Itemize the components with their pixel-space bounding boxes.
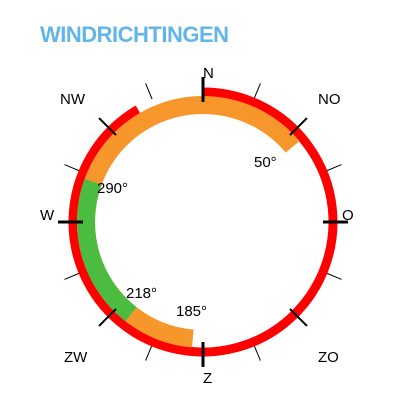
label-o: O	[342, 207, 354, 224]
label-zw: ZW	[64, 349, 88, 366]
label-w: W	[40, 207, 55, 224]
minor-tick	[253, 83, 261, 100]
angle-label-50: 50°	[254, 154, 277, 171]
minor-tick	[64, 164, 81, 172]
label-zo: ZO	[318, 349, 339, 366]
label-z: Z	[203, 370, 212, 387]
minor-tick	[253, 344, 261, 361]
middle-orange-arc	[77, 96, 300, 322]
minor-tick	[145, 83, 153, 100]
minor-tick	[145, 344, 153, 361]
minor-ticks	[64, 83, 342, 361]
intercardinal-tick	[289, 308, 308, 327]
label-no: NO	[318, 91, 341, 108]
page-title: WINDRICHTINGEN	[40, 22, 229, 47]
intercardinal-tick	[289, 117, 308, 136]
angle-label-290: 290°	[97, 180, 128, 197]
label-nw: NW	[60, 91, 86, 108]
minor-tick	[325, 272, 342, 280]
minor-tick	[64, 272, 81, 280]
label-n: N	[203, 65, 214, 82]
angle-label-218: 218°	[126, 285, 157, 302]
angle-label-185: 185°	[176, 303, 207, 320]
outer-red-arc	[68, 87, 338, 357]
intercardinal-tick	[98, 308, 117, 327]
middle-orange-tail-arc	[125, 306, 194, 348]
intercardinal-tick	[98, 117, 117, 136]
major-ticks	[58, 77, 348, 367]
minor-tick	[325, 164, 342, 172]
inner-green-arc	[77, 178, 137, 322]
